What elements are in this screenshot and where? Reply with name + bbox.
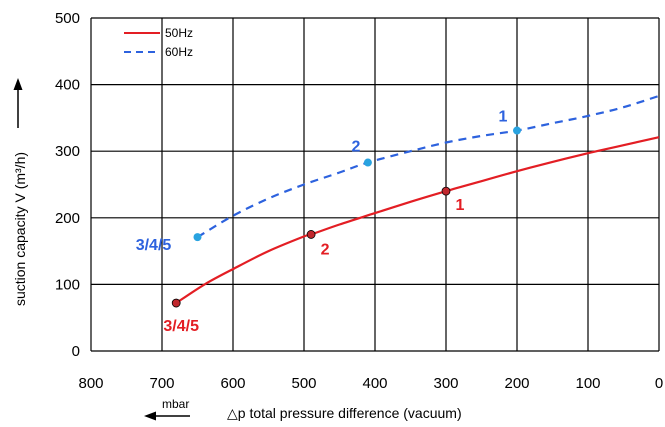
x-axis-arrow-icon [144, 411, 190, 421]
x-tick-label: 800 [78, 375, 103, 392]
y-tick-label: 500 [55, 10, 80, 27]
x-tick-label: 600 [220, 375, 245, 392]
series-line-60hz [196, 94, 660, 239]
data-point [171, 298, 181, 308]
tick-labels: 800 700 600 500 400 300 200 100 0 0 100 200 300 400 50… [55, 10, 663, 392]
data-point-label: 2 [351, 139, 360, 156]
x-tick-label: 500 [291, 375, 316, 392]
x-axis-unit: mbar [162, 397, 189, 411]
y-axis-label: suction capacity V (m³/h) [12, 152, 28, 306]
x-tick-label: 300 [433, 375, 458, 392]
grid [90, 17, 660, 352]
data-point [363, 158, 372, 167]
y-tick-label: 100 [55, 276, 80, 293]
x-tick-label: 700 [149, 375, 174, 392]
data-point [441, 186, 451, 196]
y-tick-label: 400 [55, 77, 80, 94]
x-tick-label: 200 [504, 375, 529, 392]
y-axis-arrow-icon [13, 78, 23, 128]
series-line-50hz [175, 136, 660, 304]
data-point [513, 126, 521, 135]
data-points: 3/4/5 2 1 3/4/5 2 1 [136, 109, 521, 335]
legend-label-60hz: 60Hz [165, 45, 193, 59]
data-point [193, 233, 202, 242]
x-tick-label: 100 [575, 375, 600, 392]
legend: 50Hz 60Hz [124, 26, 193, 59]
x-axis-label: △p total pressure difference (vacuum) [227, 405, 462, 421]
series-lines [175, 94, 660, 304]
data-point-label: 1 [499, 109, 508, 126]
data-point-label: 3/4/5 [163, 318, 199, 335]
y-tick-label: 200 [55, 210, 80, 227]
y-tick-label: 300 [55, 143, 80, 160]
data-point-label: 1 [456, 197, 465, 214]
data-point-label: 2 [321, 241, 330, 258]
x-tick-label: 0 [655, 375, 663, 392]
y-tick-label: 0 [72, 343, 80, 360]
legend-label-50hz: 50Hz [165, 26, 193, 40]
x-tick-label: 400 [362, 375, 387, 392]
data-point-label: 3/4/5 [136, 237, 172, 254]
data-point [306, 230, 316, 239]
